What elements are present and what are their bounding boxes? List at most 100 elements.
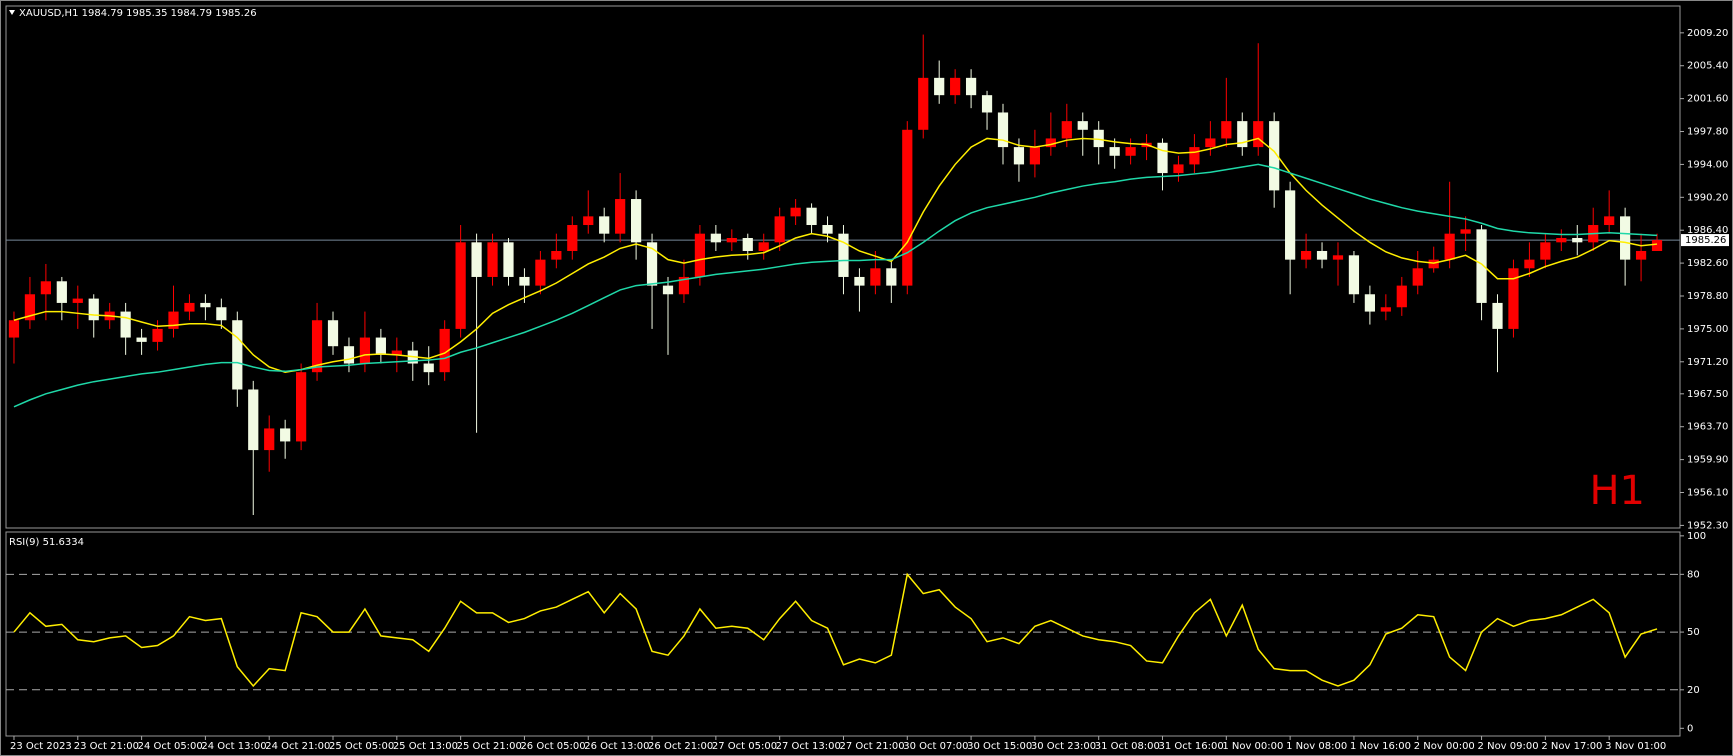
candle-body [981,95,993,113]
candle-body [1460,229,1471,234]
x-tick-label: 3 Nov 01:00 [1605,741,1666,752]
y-tick-label: 1959.90 [1687,455,1728,466]
candle-body [1237,121,1248,148]
candle-body [997,112,1009,148]
candle-body [886,268,897,286]
candle-body [1651,240,1663,251]
x-tick-label: 23 Oct 21:00 [74,741,139,752]
candle-body [1109,147,1120,156]
candle-body [934,77,945,96]
y-tick-label: 1997.80 [1687,127,1728,138]
candle-body [583,216,594,226]
x-tick-label: 24 Oct 05:00 [138,741,203,752]
x-tick-label: 25 Oct 05:00 [329,741,394,752]
candle-body [296,372,307,442]
candle-body [1572,238,1583,243]
x-tick-label: 25 Oct 21:00 [457,741,522,752]
candle-body [1604,216,1615,226]
candle-body [200,302,211,308]
candle-body [120,311,131,338]
candle-body [1412,268,1423,286]
candle-body [1077,121,1088,130]
candle-body [72,298,83,303]
candle-body [248,389,259,451]
y-tick-label: 1978.80 [1687,291,1728,302]
candle-body [1173,164,1184,174]
candle-body [742,238,753,251]
candle-body [1013,147,1025,165]
x-tick-label: 23 Oct 2023 [10,741,72,752]
candle-body [1444,233,1455,260]
y-tick-label: 2009.20 [1687,28,1728,39]
candle-body [375,337,386,355]
moving-average [13,163,1658,408]
rsi-line [13,572,1658,688]
candle-body [599,216,610,234]
candle-body [1285,190,1296,260]
candle-body [56,281,67,303]
candle-body [168,311,179,329]
y-tick-label: 80 [1687,569,1700,580]
candle-body [615,199,626,234]
candle-body [1540,242,1551,260]
candle-body [1029,147,1041,165]
candle-body [327,320,339,347]
x-tick-label: 26 Oct 13:00 [584,741,649,752]
candle-body [1364,294,1375,312]
x-tick-label: 1 Nov 16:00 [1350,741,1411,752]
candle-body [136,337,147,342]
candle-body [646,242,658,286]
candle-body [870,268,881,286]
x-tick-label: 2 Nov 09:00 [1478,741,1539,752]
y-tick-label: 1982.60 [1687,258,1728,269]
x-tick-label: 2 Nov 00:00 [1414,741,1475,752]
x-tick-label: 30 Oct 23:00 [1031,741,1096,752]
candle-body [359,337,371,364]
candle-body [439,328,450,373]
y-tick-label: 20 [1687,685,1700,696]
candle-body [630,199,642,243]
candle-body [1380,307,1391,312]
candle-body [423,363,434,373]
candle-body [1253,121,1264,148]
candle-body [519,276,530,286]
candle-body [503,242,514,277]
x-tick-label: 2 Nov 17:00 [1541,741,1602,752]
candle-body [1396,285,1407,308]
candle-body [1348,255,1360,295]
candle-body [1556,238,1567,243]
candle-body [965,77,977,96]
symbol-info: XAUUSD,H1 1984.79 1985.35 1984.79 1985.2… [19,8,257,19]
candle-body [1045,138,1056,148]
candle-body [1428,259,1439,269]
price-panel [5,5,1681,529]
candle-body [1300,250,1312,260]
y-tick-label: 1990.20 [1687,192,1728,203]
x-tick-label: 30 Oct 15:00 [967,741,1032,752]
candle-body [902,129,913,286]
candle-body [216,307,227,321]
candle-body [854,276,865,286]
candle-body [1221,121,1232,139]
candle-body [806,207,817,226]
candle-body [758,242,769,251]
y-tick-label: 1956.10 [1687,488,1728,499]
candle-body [1157,142,1168,174]
y-tick-label: 1963.70 [1687,422,1728,433]
candle-body [343,346,355,364]
candle-body [280,428,291,442]
y-tick-label: 2005.40 [1687,61,1728,72]
candle-body [1093,129,1104,148]
candle-body [487,242,498,277]
candle-body [88,298,99,321]
candle-body [1316,250,1328,260]
candle-body [774,216,785,243]
candle-body [838,233,849,277]
x-tick-label: 31 Oct 08:00 [1095,741,1160,752]
candle-body [822,225,833,234]
y-tick-label: 1986.40 [1687,225,1728,236]
candle-body [264,428,275,451]
